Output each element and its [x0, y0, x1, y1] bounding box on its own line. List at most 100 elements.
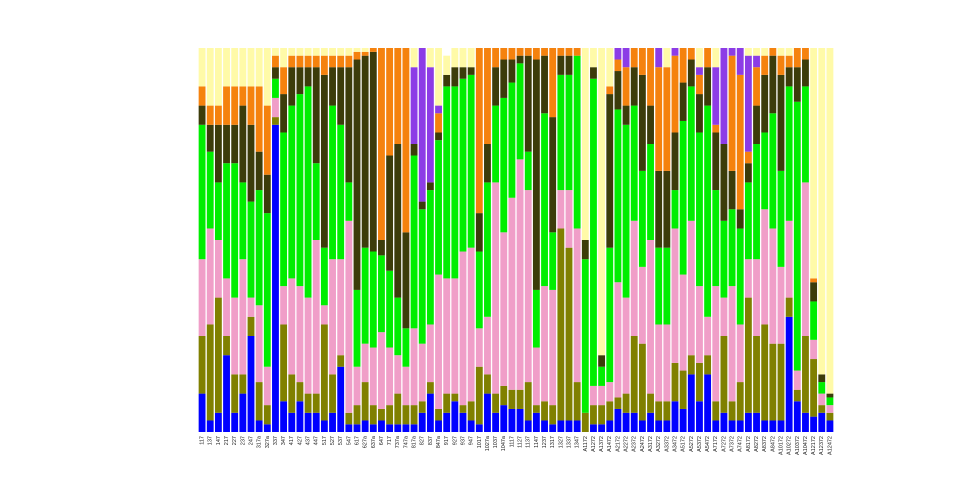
bar-segment — [361, 55, 369, 248]
bar-segment — [223, 355, 230, 432]
bar-segment — [785, 297, 793, 317]
bar-segment — [802, 336, 809, 413]
bar-segment — [402, 232, 410, 329]
bar-segment — [810, 282, 818, 302]
bar-segment — [606, 48, 614, 87]
bar-segment — [255, 151, 263, 191]
bar-segment — [532, 405, 540, 413]
bar-segment — [728, 48, 736, 56]
x-tick-label: A2372 — [632, 436, 638, 452]
bar-segment — [320, 48, 328, 56]
bar-segment — [826, 420, 834, 432]
bar-segment — [443, 86, 451, 279]
bar-segment — [712, 190, 720, 287]
bar-segment — [810, 416, 818, 432]
bar-segment — [386, 155, 394, 271]
bar-segment — [712, 48, 720, 68]
bar-segment — [337, 55, 345, 68]
bar-segment — [638, 48, 646, 75]
bar-segment — [500, 59, 508, 98]
x-tick-label: 1327 — [558, 436, 564, 448]
bar-segment — [524, 48, 532, 56]
x-tick-label: 737a — [395, 435, 401, 448]
x-tick-label: 427 — [297, 436, 303, 445]
bar-segment — [426, 48, 434, 68]
bar-segment — [214, 297, 222, 413]
bar-segment — [638, 420, 646, 432]
x-tick-label: A7172 — [713, 436, 719, 452]
bar-segment — [312, 48, 320, 56]
bar-segment — [418, 401, 426, 413]
bar-segment — [435, 48, 442, 106]
bar-segment — [761, 420, 769, 432]
bar-segment — [753, 144, 760, 260]
x-tick-label: 317a — [257, 435, 263, 448]
x-tick-label: 947 — [469, 436, 475, 445]
bar-segment — [394, 355, 402, 394]
x-tick-label: 1037 — [493, 436, 499, 448]
bar-segment — [622, 124, 630, 298]
bar-segment — [802, 59, 809, 87]
bar-segment — [394, 424, 402, 432]
bar-segment — [581, 259, 589, 413]
bar-segment — [272, 78, 279, 98]
bar-segment — [484, 144, 491, 183]
bar-segment — [410, 48, 418, 68]
bar-segment — [549, 405, 557, 425]
x-tick-label: A8172 — [746, 436, 752, 452]
x-tick-label: 1337 — [566, 436, 572, 448]
x-tick-label: A7372 — [730, 436, 736, 452]
x-tick-label: 1147 — [534, 436, 540, 448]
bar-segment — [793, 401, 801, 432]
bar-segment — [426, 382, 434, 394]
bar-segment — [769, 55, 777, 114]
bar-segment — [263, 105, 271, 175]
bar-segment — [818, 405, 826, 413]
bar-segment — [337, 67, 345, 125]
bar-segment — [614, 109, 622, 283]
x-tick-label: A8472 — [770, 436, 776, 452]
bar-segment — [541, 55, 548, 114]
bar-segment — [581, 48, 589, 240]
bar-segment — [573, 48, 581, 56]
bar-segment — [231, 124, 239, 164]
bar-segment — [516, 55, 524, 64]
bar-segment — [394, 144, 402, 298]
bar-segment — [206, 228, 214, 325]
bar-segment — [231, 163, 239, 298]
bar-segment — [312, 55, 320, 68]
bar-segment — [736, 228, 744, 325]
bar-segment — [198, 124, 206, 260]
x-tick-label: 147 — [216, 436, 222, 445]
bar-segment — [484, 374, 491, 394]
bar-segment — [206, 48, 214, 106]
bar-segment — [312, 67, 320, 164]
bar-segment — [280, 48, 288, 68]
bar-segment — [728, 286, 736, 402]
bar-segment — [573, 55, 581, 229]
x-tick-label: A12472 — [827, 436, 833, 455]
bar-segment — [459, 412, 467, 432]
bar-segment — [500, 97, 508, 233]
bar-segment — [418, 412, 426, 432]
bar-segment — [753, 67, 760, 106]
bar-segment — [231, 374, 239, 413]
bar-segment — [744, 163, 752, 183]
bar-segment — [337, 124, 345, 260]
bar-segment — [524, 382, 532, 421]
bar-segment — [198, 259, 206, 336]
bar-segment — [263, 366, 271, 406]
bar-segment — [255, 86, 263, 152]
bar-segment — [663, 401, 671, 421]
bar-segment — [304, 393, 312, 413]
bar-segment — [475, 213, 483, 252]
x-tick-label: A7272 — [721, 436, 727, 452]
bar-segment — [288, 374, 296, 413]
bar-segment — [288, 105, 296, 279]
bar-segment — [386, 424, 394, 432]
bar-segment — [492, 182, 500, 394]
x-tick-label: A2272 — [624, 436, 630, 452]
bar-segment — [418, 209, 426, 344]
x-tick-label: A10472 — [803, 436, 809, 455]
bar-segment — [712, 401, 720, 421]
